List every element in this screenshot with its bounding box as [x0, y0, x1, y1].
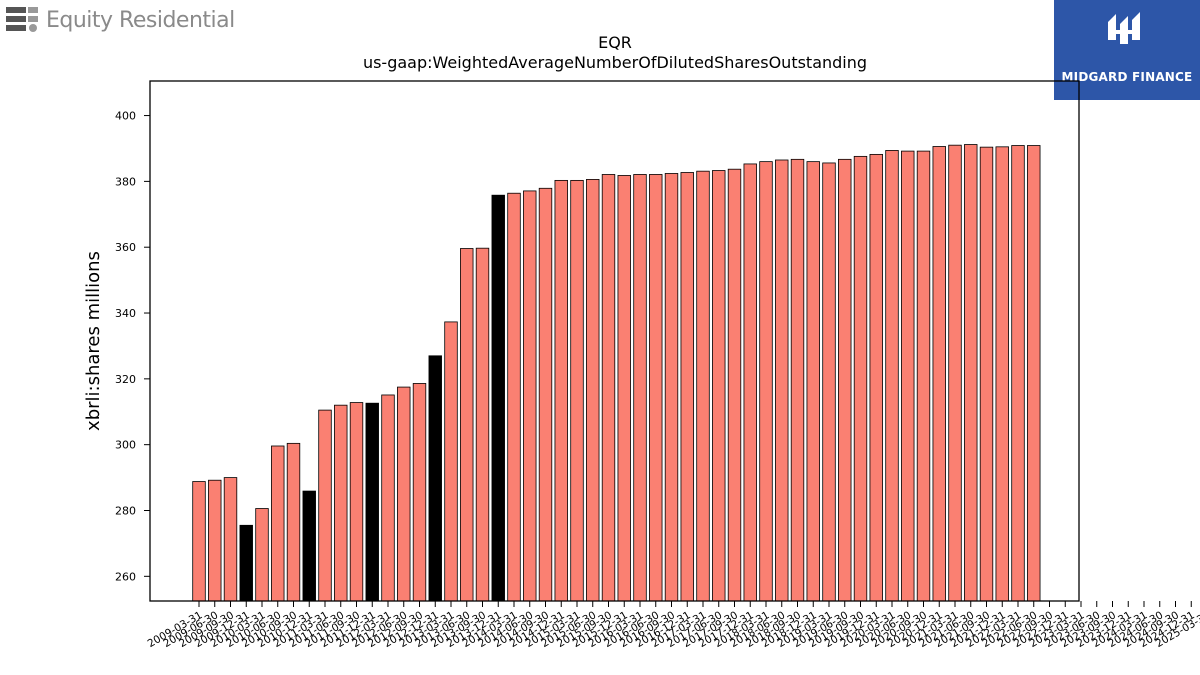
bar-2012-12-31 — [428, 355, 442, 602]
midgard-finance-mark-icon — [1108, 12, 1140, 44]
bar-2018-03-31 — [759, 161, 773, 602]
bar-2013-06-30 — [460, 248, 474, 602]
bar-2019-03-31 — [822, 162, 836, 602]
bars-group — [192, 144, 1041, 602]
bar-2018-06-30 — [775, 159, 789, 602]
bar-2016-06-30 — [649, 174, 663, 602]
bar-2011-03-31 — [318, 409, 332, 602]
y-axis: 260 280 300 320 340 360 380 400 — [115, 110, 150, 583]
chart-subtitle: us-gaap:WeightedAverageNumberOfDilutedSh… — [363, 53, 867, 72]
bar-2019-09-30 — [853, 155, 868, 602]
chart-title: EQR — [598, 33, 632, 52]
bar-2011-06-30 — [334, 404, 348, 602]
bar-2014-03-31 — [507, 192, 521, 602]
equity-residential-logo: Equity Residential — [6, 5, 235, 35]
bar-2018-12-31 — [806, 161, 820, 602]
bar-2022-03-31 — [1011, 145, 1025, 602]
bar-2012-09-30 — [412, 383, 427, 602]
bar-2017-09-30 — [727, 168, 742, 602]
bar-2016-09-30 — [664, 173, 679, 602]
bar-2021-09-30 — [979, 146, 994, 602]
y-tick-label: 280 — [115, 504, 136, 517]
bar-2016-03-31 — [633, 174, 647, 602]
bar-2017-03-31 — [696, 170, 710, 602]
bar-2010-12-31 — [302, 490, 316, 602]
bar-2018-09-30 — [790, 158, 805, 602]
equity-residential-logo-text: Equity Residential — [46, 7, 235, 33]
y-tick-label: 260 — [115, 570, 136, 583]
y-tick-label: 400 — [115, 110, 136, 123]
midgard-finance-logo-text: MIDGARD FINANCE — [1061, 70, 1193, 84]
bar-2009-12-31 — [239, 524, 253, 602]
bar-2012-06-30 — [397, 386, 411, 602]
bar-2013-09-30 — [475, 247, 490, 602]
bar-2020-12-31 — [932, 146, 946, 602]
plot-frame — [149, 80, 1080, 602]
bar-2015-12-31 — [617, 175, 631, 602]
y-tick-label: 380 — [115, 175, 136, 188]
bar-2010-03-31 — [255, 508, 269, 602]
bar-2013-12-31 — [491, 194, 505, 602]
bar-2013-03-31 — [444, 321, 458, 602]
bar-2014-12-31 — [554, 179, 568, 602]
bar-2014-06-30 — [523, 190, 537, 602]
bar-2021-12-31 — [995, 146, 1009, 602]
y-tick-label: 360 — [115, 241, 136, 254]
bar-2015-09-30 — [601, 174, 616, 602]
bar-2010-09-30 — [286, 442, 301, 602]
bar-2020-09-30 — [916, 150, 931, 602]
bar-2020-03-31 — [885, 150, 899, 602]
bar-2017-06-30 — [712, 170, 726, 602]
bar-2019-06-30 — [838, 158, 852, 602]
bar-2009-06-30 — [208, 479, 222, 602]
y-tick-label: 340 — [115, 307, 136, 320]
bar-2011-09-30 — [349, 402, 364, 602]
y-tick-label: 300 — [115, 439, 136, 452]
bar-2009-03-31 — [192, 481, 206, 602]
bar-2012-03-31 — [381, 394, 395, 602]
bar-2022-06-30 — [1027, 145, 1041, 602]
bar-2015-06-30 — [586, 179, 600, 602]
equity-residential-mark-icon — [6, 7, 38, 32]
y-axis-label: xbrli:shares millions — [83, 251, 104, 431]
bar-2011-12-31 — [365, 402, 379, 602]
y-tick-label: 320 — [115, 373, 136, 386]
bar-2019-12-31 — [869, 153, 883, 602]
bar-2016-12-31 — [680, 172, 694, 602]
midgard-finance-logo: MIDGARD FINANCE — [1054, 0, 1200, 100]
bar-2021-03-31 — [948, 144, 962, 602]
bar-2020-06-30 — [901, 150, 915, 602]
bar-2017-12-31 — [743, 163, 757, 602]
x-axis: 2009-03-312009-06-302009-09-302009-12-31… — [146, 601, 1200, 650]
bar-2010-06-30 — [271, 445, 285, 602]
bar-2021-06-30 — [964, 144, 978, 602]
bar-2015-03-31 — [570, 179, 584, 602]
bar-2009-09-30 — [223, 477, 238, 602]
bar-2014-09-30 — [538, 187, 553, 602]
